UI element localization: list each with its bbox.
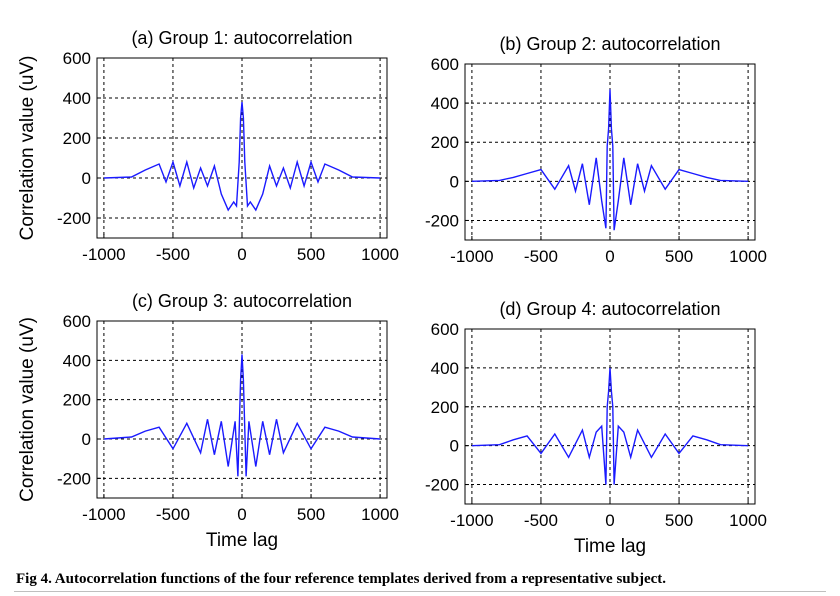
x-tick-label: 1000 xyxy=(729,511,767,530)
y-tick-label: 0 xyxy=(82,430,91,449)
x-axis-label: Time lag xyxy=(574,536,646,557)
y-tick-label: -200 xyxy=(425,211,459,230)
series-line xyxy=(471,367,749,485)
y-tick-label: 600 xyxy=(431,55,459,74)
y-tick-label: 600 xyxy=(63,49,91,68)
x-tick-label: -1000 xyxy=(82,245,125,264)
caption-text: Autocorrelation functions of the four re… xyxy=(54,571,667,587)
series-line xyxy=(471,89,749,231)
y-tick-label: -200 xyxy=(57,209,91,228)
x-tick-label: -1000 xyxy=(450,247,493,266)
x-tick-label: -500 xyxy=(524,511,558,530)
x-tick-label: 500 xyxy=(297,505,325,524)
x-tick-label: 0 xyxy=(237,245,246,264)
x-tick-label: -500 xyxy=(156,245,190,264)
y-tick-label: -200 xyxy=(57,469,91,488)
y-tick-label: 400 xyxy=(431,94,459,113)
x-tick-label: -500 xyxy=(524,247,558,266)
chart-panel-4: -1000 -500 0 500 1000 -200 0 200 400 600 (d) Group… xyxy=(425,299,767,557)
series-line xyxy=(103,101,381,212)
series-line xyxy=(103,354,381,477)
x-tick-label: 1000 xyxy=(729,247,767,266)
y-tick-label: 600 xyxy=(63,312,91,331)
y-tick-label: 200 xyxy=(63,391,91,410)
x-tick-label: -1000 xyxy=(450,511,493,530)
y-tick-label: 600 xyxy=(431,320,459,339)
y-tick-label: 400 xyxy=(63,89,91,108)
x-tick-label: -1000 xyxy=(82,505,125,524)
x-tick-label: 0 xyxy=(237,505,246,524)
x-tick-label: 0 xyxy=(605,247,614,266)
chart-title: (d) Group 4: autocorrelation xyxy=(499,299,720,319)
figure-caption: Fig 4. Autocorrelation functions of the … xyxy=(16,571,816,588)
y-tick-label: 0 xyxy=(450,437,459,456)
chart-title: (b) Group 2: autocorrelation xyxy=(499,34,720,54)
x-tick-label: 500 xyxy=(665,511,693,530)
x-tick-label: 500 xyxy=(297,245,325,264)
y-tick-label: 200 xyxy=(431,398,459,417)
chart-panel-2: -1000 -500 0 500 1000 -200 0 200 400 600 (b) Group… xyxy=(425,34,767,266)
y-axis-label: Correlation value (uV) xyxy=(17,317,38,502)
y-tick-label: 200 xyxy=(431,133,459,152)
x-tick-label: 1000 xyxy=(361,245,399,264)
plot-frame xyxy=(96,320,388,499)
y-tick-label: -200 xyxy=(425,476,459,495)
x-axis-label: Time lag xyxy=(206,530,278,551)
y-tick-label: 400 xyxy=(63,351,91,370)
caption-label: Fig 4. xyxy=(16,571,52,587)
y-tick-label: 0 xyxy=(82,169,91,188)
chart-title: (a) Group 1: autocorrelation xyxy=(131,28,352,48)
chart-panel-1: -1000 -500 0 500 1000 -200 0 200 400 600 (a) Group… xyxy=(17,28,399,264)
x-tick-label: 500 xyxy=(665,247,693,266)
chart-panel-3: -1000 -500 0 500 1000 -200 0 200 400 600 (c) Group… xyxy=(17,291,399,551)
y-tick-label: 200 xyxy=(63,129,91,148)
y-axis-label: Correlation value (uV) xyxy=(17,56,38,241)
x-tick-label: 1000 xyxy=(361,505,399,524)
x-tick-label: 0 xyxy=(605,511,614,530)
y-tick-label: 0 xyxy=(450,172,459,191)
x-tick-label: -500 xyxy=(156,505,190,524)
caption-divider xyxy=(14,591,826,592)
y-tick-label: 400 xyxy=(431,359,459,378)
chart-title: (c) Group 3: autocorrelation xyxy=(132,291,352,311)
